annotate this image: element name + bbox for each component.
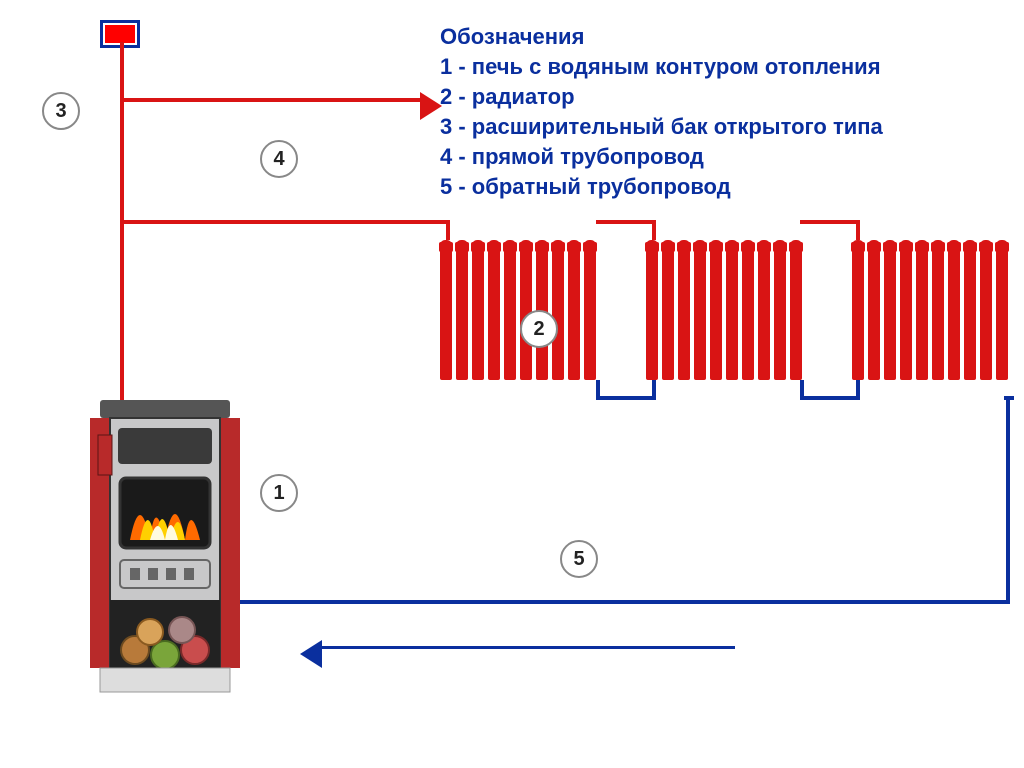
radiator-column <box>552 240 564 380</box>
radiator-column <box>472 240 484 380</box>
pipe-segment <box>652 220 656 240</box>
pipe-segment <box>180 600 1010 604</box>
radiator-column <box>900 240 912 380</box>
radiator-3 <box>852 240 1008 380</box>
radiator-column <box>980 240 992 380</box>
radiator-column <box>646 240 658 380</box>
pipe-segment <box>652 380 656 400</box>
radiator-column <box>932 240 944 380</box>
pipe-segment <box>120 100 124 430</box>
radiator-column <box>790 240 802 380</box>
legend-item-4: 4 - прямой трубопровод <box>440 142 883 172</box>
pipe-segment <box>856 380 860 400</box>
callout-3: 3 <box>42 92 80 130</box>
pipe-segment <box>1004 396 1014 400</box>
callout-4: 4 <box>260 140 298 178</box>
radiator-column <box>726 240 738 380</box>
legend-item-1: 1 - печь с водяным контуром отопления <box>440 52 883 82</box>
callout-2: 2 <box>520 310 558 348</box>
pipe-segment <box>800 220 860 224</box>
legend-title: Обозначения <box>440 22 883 52</box>
legend-item-5: 5 - обратный трубопровод <box>440 172 883 202</box>
pipe-segment <box>1006 400 1010 604</box>
pipe-segment <box>800 380 804 400</box>
radiator-column <box>440 240 452 380</box>
radiator-column <box>488 240 500 380</box>
radiator-1 <box>440 240 596 380</box>
radiator-column <box>948 240 960 380</box>
supply-direction-arrow <box>420 92 442 120</box>
callout-1: 1 <box>260 474 298 512</box>
radiator-column <box>852 240 864 380</box>
pipe-segment <box>596 396 656 400</box>
stove-svg <box>90 400 240 710</box>
pipe-segment <box>596 220 656 224</box>
return-direction-line <box>315 646 735 649</box>
pipe-segment <box>800 396 860 400</box>
radiator-column <box>868 240 880 380</box>
radiator-column <box>964 240 976 380</box>
radiator-column <box>678 240 690 380</box>
radiator-column <box>694 240 706 380</box>
radiator-2 <box>646 240 802 380</box>
radiator-column <box>758 240 770 380</box>
radiator-column <box>996 240 1008 380</box>
radiator-column <box>884 240 896 380</box>
radiator-column <box>916 240 928 380</box>
radiator-column <box>710 240 722 380</box>
pipe-segment <box>120 220 450 224</box>
legend: Обозначения1 - печь с водяным контуром о… <box>440 22 883 202</box>
radiator-column <box>662 240 674 380</box>
radiator-column <box>504 240 516 380</box>
pipe-segment <box>120 42 124 100</box>
radiator-column <box>774 240 786 380</box>
pipe-segment <box>120 98 420 102</box>
pipe-segment <box>596 380 600 400</box>
pipe-segment <box>446 222 450 226</box>
radiator-column <box>456 240 468 380</box>
stove <box>90 400 240 710</box>
callout-5: 5 <box>560 540 598 578</box>
legend-item-2: 2 - радиатор <box>440 82 883 112</box>
radiator-column <box>520 240 532 380</box>
return-direction-arrow <box>300 640 322 668</box>
radiator-column <box>584 240 596 380</box>
pipe-segment <box>856 220 860 240</box>
expansion-tank-fill <box>105 25 135 43</box>
legend-item-3: 3 - расширительный бак открытого типа <box>440 112 883 142</box>
radiator-column <box>742 240 754 380</box>
radiator-column <box>568 240 580 380</box>
